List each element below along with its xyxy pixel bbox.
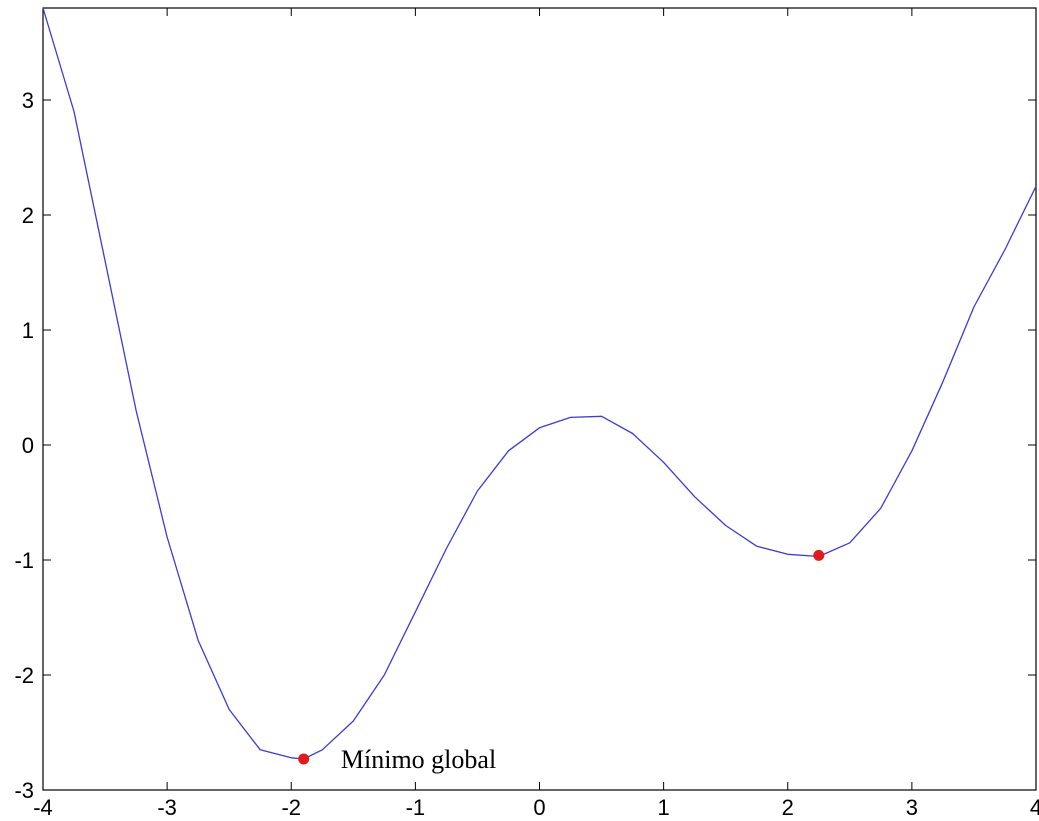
- annotation-label: Mínimo global: [341, 745, 496, 774]
- y-tick-label: -1: [14, 548, 34, 573]
- minimum-point: [813, 549, 825, 561]
- x-tick-label: -2: [281, 795, 301, 820]
- axes-frame: [42, 7, 1037, 791]
- x-tick-label: 4: [1030, 795, 1039, 820]
- x-tick-label: 0: [533, 795, 545, 820]
- y-tick-label: -3: [14, 778, 34, 803]
- x-tick-label: -1: [406, 795, 426, 820]
- x-tick-label: 1: [658, 795, 670, 820]
- y-tick-label: 2: [22, 203, 34, 228]
- x-tick-label: -4: [33, 795, 53, 820]
- x-tick-label: 2: [782, 795, 794, 820]
- y-tick-label: 3: [22, 88, 34, 113]
- y-tick-label: -2: [14, 663, 34, 688]
- series-line: [42, 7, 1037, 760]
- x-tick-label: 3: [906, 795, 918, 820]
- minimum-point: [298, 753, 310, 765]
- y-tick-label: 0: [22, 433, 34, 458]
- x-tick-label: -3: [157, 795, 177, 820]
- y-tick-label: 1: [22, 318, 34, 343]
